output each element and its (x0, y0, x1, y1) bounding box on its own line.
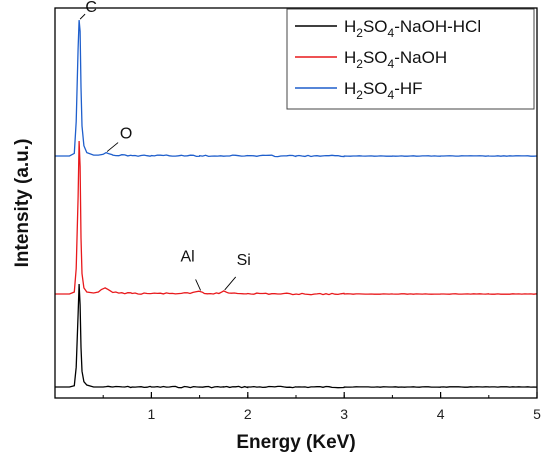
x-tick-label: 1 (148, 406, 156, 422)
series-line (55, 20, 537, 158)
annotation-leader (195, 279, 202, 291)
legend-label: H2SO4-NaOH (344, 48, 447, 71)
x-tick-label: 5 (533, 406, 541, 422)
x-tick-label: 4 (437, 406, 445, 422)
series-layer (55, 20, 538, 389)
annotation-leader (106, 142, 119, 152)
annotation-label: O (120, 126, 132, 143)
annotation-label: Si (237, 252, 251, 269)
annotation-label: Al (180, 248, 194, 265)
x-tick-label: 2 (244, 406, 252, 422)
annotation-leader (224, 276, 237, 291)
y-axis-label: Intensity (a.u.) (12, 139, 33, 268)
x-tick-label: 3 (340, 406, 348, 422)
x-axis-label: Energy (KeV) (236, 432, 355, 453)
annotation-leader (79, 13, 86, 20)
series-line (55, 283, 538, 389)
series-line (55, 140, 538, 296)
x-axis-ticks: 1 2 3 4 5 (102, 392, 541, 422)
legend: H2SO4-NaOH-HCl H2SO4-NaOH H2SO4-HF (286, 8, 535, 110)
legend-label: H2SO4-HF (344, 79, 423, 102)
legend-label: H2SO4-NaOH-HCl (344, 17, 481, 40)
